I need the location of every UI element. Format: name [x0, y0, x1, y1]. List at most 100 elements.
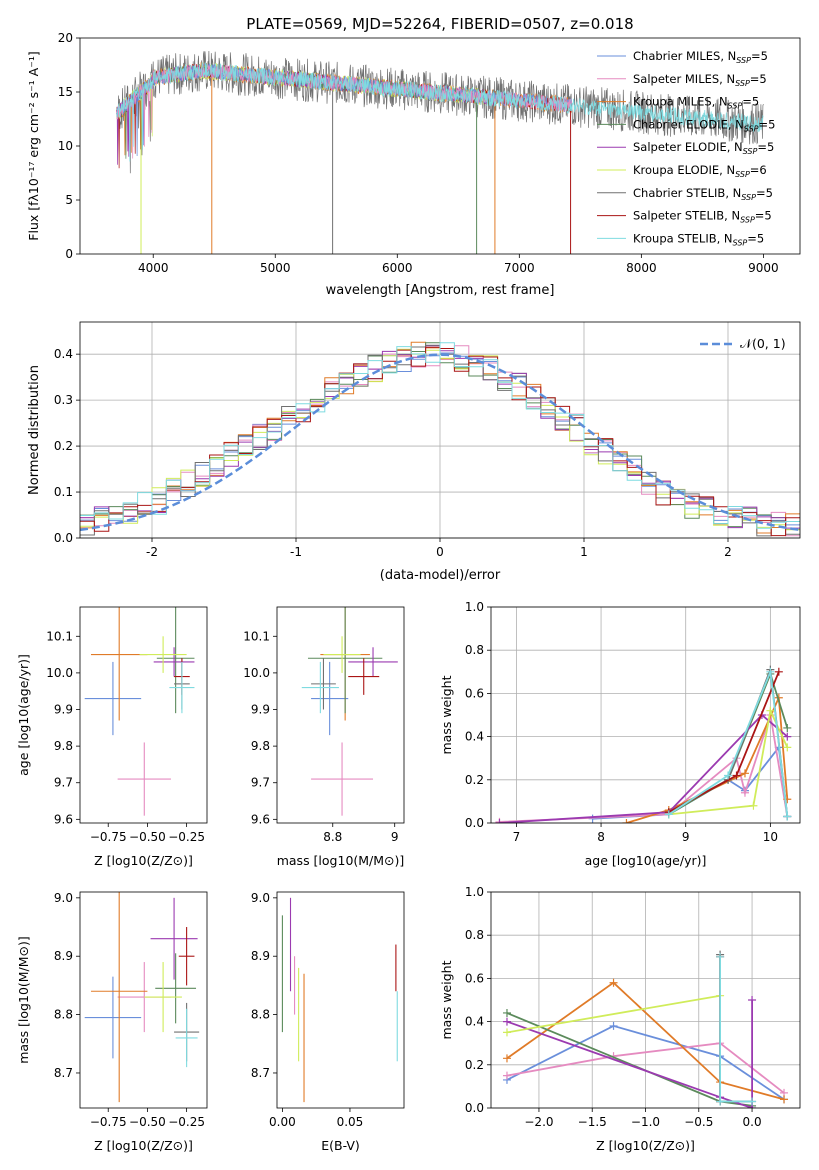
z-age-ytick-label: 9.9 [54, 703, 73, 717]
legend-value: =5 [756, 186, 773, 200]
z-age-ytick-label: 9.7 [54, 776, 73, 790]
legend-label-salpeter_miles: Salpeter MILES, NSSP=5 [633, 72, 767, 88]
age-weight-marker-kroupa_stelib [783, 812, 792, 821]
age-weight-line-kroupa_stelib [668, 671, 789, 817]
legend-subscript: SSP [735, 170, 750, 179]
age-weight-xtick-label: 8 [597, 830, 605, 844]
ebv-mass-errorbars [281, 897, 398, 1103]
age-weight-marker-salpeter_stelib [732, 771, 741, 780]
z-weight-ytick-label: 1.0 [465, 885, 484, 899]
spectrum-ytick-label: 0 [65, 247, 73, 261]
histogram-ytick-label: 0.0 [54, 531, 73, 545]
legend-label-kroupa_miles: Kroupa MILES, NSSP=5 [633, 95, 759, 111]
age-weight-marker-kroupa_elodie [766, 706, 775, 715]
mass-age-axes: 8.8 9 9.6 9.7 9.8 9.9 10.0 10.1 [243, 629, 398, 844]
z-weight-xtick-label: −0.5 [684, 1115, 713, 1129]
histogram-ytick-label: 0.3 [54, 393, 73, 407]
spectrum-title: PLATE=0569, MJD=52264, FIBERID=0507, z=0… [246, 15, 633, 33]
legend-value: =5 [750, 72, 767, 86]
legend-value: =5 [747, 231, 764, 245]
mass-age-xtick-label: 9 [391, 830, 399, 844]
z-age-xlabel: Z [log10(Z/Z⊙)] [94, 853, 193, 868]
z-age-ytick-label: 10.1 [46, 629, 73, 643]
z-weight-marker-kroupa_miles [502, 1054, 511, 1063]
age-weight-marker-salpeter_miles [740, 788, 749, 797]
z-mass-ylabel: mass [log10(M/M⊙)] [16, 936, 31, 1064]
mass-age-frame [276, 606, 405, 824]
z-age-ytick-label: 9.8 [54, 739, 73, 753]
legend-label-salpeter_stelib: Salpeter STELIB, NSSP=5 [633, 209, 772, 225]
histogram-ylabel: Normed distribution [27, 365, 42, 495]
mass-age-xtick-label: 8.8 [323, 830, 342, 844]
z-mass-xtick-label: −0.50 [129, 1115, 166, 1129]
spectrum-xtick-label: 4000 [138, 261, 169, 275]
spectrum-ytick-label: 20 [58, 31, 73, 45]
spectrum-axes: 4000 5000 6000 7000 8000 9000 0 5 10 15 20 [58, 31, 779, 275]
z-weight-marker-kroupa_miles [780, 1095, 789, 1104]
spectrum-frame [79, 37, 801, 255]
ebv-mass-axes: 0.00 0.05 8.7 8.8 8.9 9.0 [251, 891, 363, 1129]
ebv-mass-xlabel: E(B-V) [321, 1138, 360, 1153]
z-weight-ytick-label: 0.8 [465, 928, 484, 942]
age-weight-xtick-label: 10 [763, 830, 778, 844]
age-weight-line-kroupa_elodie [668, 707, 789, 816]
age-weight-xtick-label: 7 [513, 830, 521, 844]
spectrum-lines [116, 50, 764, 254]
spectrum-ytick-label: 5 [65, 193, 73, 207]
histogram-xtick-label: -2 [146, 545, 158, 559]
histogram-steps [80, 341, 800, 537]
z-mass-xtick-label: −0.25 [168, 1115, 205, 1129]
legend-subscript: SSP [735, 79, 750, 88]
mass-age-ytick-label: 10.0 [243, 666, 270, 680]
age-weight-lines [495, 665, 792, 823]
z-mass-xtick-label: −0.75 [90, 1115, 127, 1129]
spectrum-line-kroupa_stelib [116, 62, 764, 162]
legend-normal-label: 𝒩(0, 1) [740, 336, 786, 351]
age-weight-ytick-label: 0.6 [465, 686, 484, 700]
ebv-mass-xtick-label: 0.00 [269, 1115, 296, 1129]
z-weight-line-kroupa_elodie [506, 994, 721, 1034]
z-age-ytick-label: 10.0 [46, 666, 73, 680]
z-weight-marker-kroupa_stelib [716, 952, 725, 961]
z-age-errorbars [84, 607, 195, 816]
legend-subscript: SSP [740, 216, 755, 225]
z-weight-marker-kroupa_elodie [502, 1028, 511, 1037]
z-age-ytick-label: 9.6 [54, 812, 73, 826]
spectrum-xlabel: wavelength [Angstrom, rest frame] [326, 283, 555, 298]
legend-subscript: SSP [736, 56, 751, 65]
legend-subscript: SSP [741, 193, 756, 202]
mass-age-ytick-label: 9.9 [251, 703, 270, 717]
legend-value: =5 [751, 49, 768, 63]
spectrum-xtick-label: 8000 [626, 261, 657, 275]
age-weight-ytick-label: 0.2 [465, 773, 484, 787]
z-mass-axes: −0.75 −0.50 −0.25 8.7 8.8 8.9 9.0 [54, 891, 205, 1129]
ebv-mass-ytick-label: 8.7 [251, 1066, 270, 1080]
z-weight-marker-salpeter_miles [502, 1071, 511, 1080]
ebv-mass-ytick-label: 8.9 [251, 949, 270, 963]
z-mass-ytick-label: 8.7 [54, 1066, 73, 1080]
z-mass-ytick-label: 8.8 [54, 1008, 73, 1022]
spectrum-xtick-label: 9000 [748, 261, 779, 275]
spectrum-xtick-label: 6000 [382, 261, 413, 275]
z-weight-marker-salpeter_elodie [748, 996, 757, 1004]
age-weight-ytick-label: 0.0 [465, 816, 484, 830]
legend-value: =5 [755, 209, 772, 223]
histogram-xtick-label: -1 [290, 545, 302, 559]
spectrum-xtick-label: 5000 [260, 261, 291, 275]
age-weight-marker-kroupa_elodie [749, 801, 758, 810]
age-weight-ytick-label: 0.8 [465, 643, 484, 657]
age-weight-ylabel: mass weight [439, 675, 454, 754]
z-mass-frame [79, 891, 208, 1109]
legend-label-kroupa_elodie: Kroupa ELODIE, NSSP=6 [633, 163, 767, 179]
z-mass-xlabel: Z [log10(Z/Z⊙)] [94, 1138, 193, 1153]
z-weight-ytick-label: 0.4 [465, 1015, 484, 1029]
histogram-frame [79, 321, 801, 539]
z-weight-ytick-label: 0.2 [465, 1058, 484, 1072]
legend-subscript: SSP [733, 238, 748, 247]
spectrum-legend: Chabrier MILES, NSSP=5 Salpeter MILES, NS… [597, 49, 775, 247]
ebv-mass-ytick-label: 9.0 [251, 891, 270, 905]
z-weight-ytick-label: 0.6 [465, 971, 484, 985]
legend-subscript: SSP [728, 102, 743, 111]
age-weight-marker-salpeter_elodie [783, 732, 792, 741]
